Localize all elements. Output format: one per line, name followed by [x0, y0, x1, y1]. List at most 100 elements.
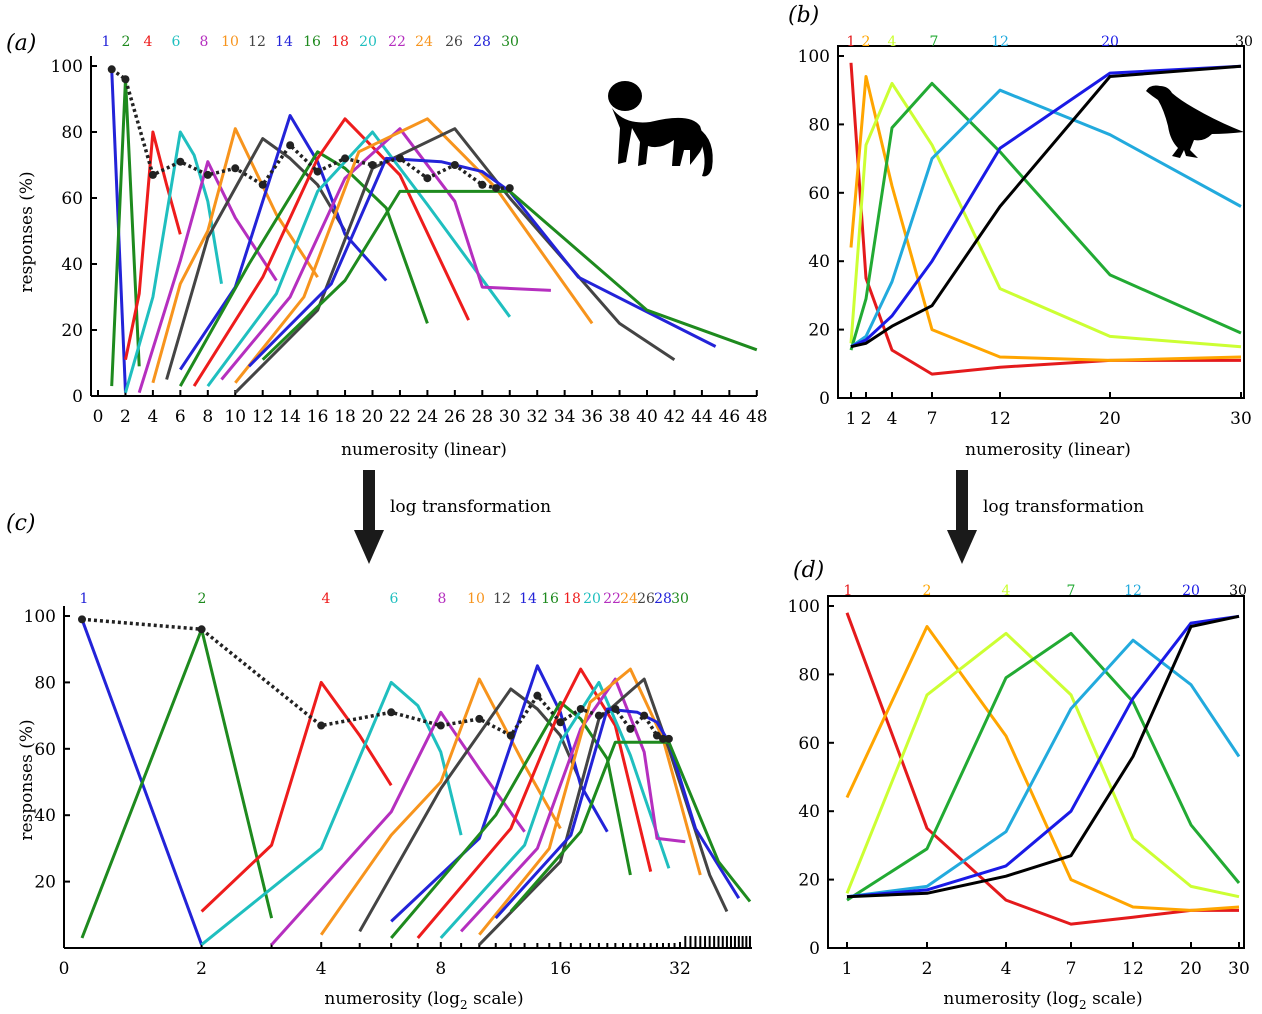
- panel-a-y-tick-label: 40: [61, 255, 83, 275]
- panel-a-mean-marker: [176, 157, 185, 166]
- panel-a-series-line: [261, 189, 758, 361]
- panel-a-x-tick-label: 26: [444, 407, 466, 427]
- panel-d-series-label: 2: [923, 583, 932, 599]
- panel-a-x-tick-label: 34: [554, 407, 576, 427]
- panel-c-mean-marker: [576, 704, 585, 713]
- panel-c-mean-marker: [640, 711, 649, 720]
- panel-a-mean-marker: [121, 75, 130, 84]
- panel-c-mean-marker: [556, 718, 565, 727]
- panel-d-series-line: [846, 614, 1240, 899]
- panel-d-x-axis-title-main: numerosity (log: [943, 989, 1079, 1009]
- panel-c-series-label: 20: [583, 591, 601, 607]
- panel-c-series-line: [200, 680, 393, 913]
- panel-a-x-tick-label: 42: [664, 407, 686, 427]
- panel-b-y-tick-label: 0: [819, 389, 830, 409]
- panel-c-series-line: [390, 700, 632, 939]
- panel-d-series-line: [845, 631, 1240, 899]
- panel-c-series-label: 1: [80, 591, 89, 607]
- panel-c-series-label: 14: [519, 591, 537, 607]
- panel-b-series-label: 12: [991, 34, 1009, 50]
- panel-a-y-tick-label: 20: [61, 321, 83, 341]
- panel-a-label: (a): [6, 31, 36, 56]
- panel-a-series-line: [151, 127, 319, 384]
- panel-c-series-line: [478, 677, 729, 946]
- panel-b-series-line: [849, 75, 1242, 362]
- panel-c-mean-marker: [652, 731, 661, 740]
- panel-a-x-tick-label: 36: [581, 407, 603, 427]
- left-down-arrow: [354, 470, 384, 564]
- panel-a-x-tick-label: 32: [526, 407, 548, 427]
- panel-d-y-tick-label: 40: [798, 802, 820, 822]
- panel-d-series-line: [846, 631, 1241, 902]
- panel-c-series-label: 8: [438, 591, 447, 607]
- panel-c-series-label: 22: [603, 591, 621, 607]
- panel-c-y-tick-label: 80: [34, 673, 56, 693]
- right-down-arrow: [947, 470, 977, 564]
- panel-b-x-tick-label: 4: [887, 409, 898, 429]
- panel-a-series-label: 6: [172, 34, 181, 50]
- panel-a-series-line: [234, 127, 676, 394]
- panel-c-mean-marker: [436, 721, 445, 730]
- panel-a-x-tick-label: 38: [609, 407, 631, 427]
- panel-c-mean-marker: [659, 734, 668, 743]
- panel-b-series-line: [849, 81, 1242, 349]
- panel-c-label: (c): [6, 511, 36, 536]
- panel-a-mean-marker: [478, 180, 487, 189]
- panel-a-mean-marker: [286, 141, 295, 150]
- panel-a-series-line: [110, 77, 141, 387]
- panel-b-y-tick-label: 100: [798, 47, 830, 67]
- panel-a-y-tick-label: 80: [61, 123, 83, 143]
- panel-a-mean-marker: [395, 154, 404, 163]
- panel-d-x-tick-label: 1: [842, 959, 853, 979]
- panel-c-mean-marker: [317, 721, 326, 730]
- panel-a-x-tick-label: 46: [719, 407, 741, 427]
- panel-c-mean-marker: [475, 714, 484, 723]
- panel-c-series-line: [459, 677, 686, 933]
- panel-a-mean-marker: [313, 167, 322, 176]
- panel-d-label: (d): [793, 558, 824, 583]
- panel-a-series-label: 24: [415, 34, 433, 50]
- panel-a-x-tick-label: 2: [120, 407, 131, 427]
- panel-b-axis-frame: [837, 45, 1245, 399]
- panel-a-mean-marker: [423, 174, 432, 183]
- panel-d-y-tick-label: 80: [798, 665, 820, 685]
- panel-a-series-line: [110, 67, 510, 190]
- panel-d-series-label: 4: [1002, 583, 1011, 599]
- panel-c-x-tick-label: 4: [316, 959, 327, 979]
- panel-b-series-label: 2: [862, 34, 871, 50]
- panel-c-x-axis-title-end: scale): [468, 989, 524, 1009]
- panel-b-series-label: 4: [888, 34, 897, 50]
- panel-a-x-tick-label: 20: [362, 407, 384, 427]
- panel-c-mean-marker: [78, 615, 86, 624]
- panel-b-x-tick-label: 12: [989, 409, 1011, 429]
- panel-c-y-tick-label: 20: [34, 873, 56, 893]
- panel-a-series-label: 18: [331, 34, 349, 50]
- panel-a-series-label: 22: [388, 34, 406, 50]
- panel-a-x-tick-label: 28: [471, 407, 493, 427]
- panel-c-x-tick-label: 32: [669, 959, 691, 979]
- panel-a-series-line: [124, 130, 223, 394]
- panel-d-axis-frame: [827, 595, 1245, 949]
- panel-a-x-tick-label: 22: [389, 407, 411, 427]
- panel-c-series-line: [358, 687, 583, 933]
- panel-a-mean-marker: [505, 184, 514, 193]
- panel-a-series-line: [234, 117, 594, 384]
- panel-d-series-label: 1: [844, 583, 853, 599]
- panel-c-x-axis-title-main: numerosity (log: [324, 989, 460, 1009]
- panel-c-y-tick-label: 40: [34, 806, 56, 826]
- panel-b-series-line: [850, 64, 1242, 349]
- panel-a-series-label: 16: [303, 34, 321, 50]
- panel-a-x-tick-label: 8: [202, 407, 213, 427]
- panel-c-series-label: 16: [541, 591, 559, 607]
- panel-a-y-tick-label: 0: [72, 387, 83, 407]
- panel-a-series-label: 4: [144, 34, 153, 50]
- panel-b-x-tick-label: 2: [861, 409, 872, 429]
- panel-a-x-tick-label: 48: [746, 407, 768, 427]
- panel-c-y-axis-title: responses (%): [17, 719, 37, 840]
- panel-b-y-tick-label: 80: [808, 115, 830, 135]
- panel-c-mean-marker: [533, 691, 542, 700]
- panel-a-mean-marker: [341, 154, 350, 163]
